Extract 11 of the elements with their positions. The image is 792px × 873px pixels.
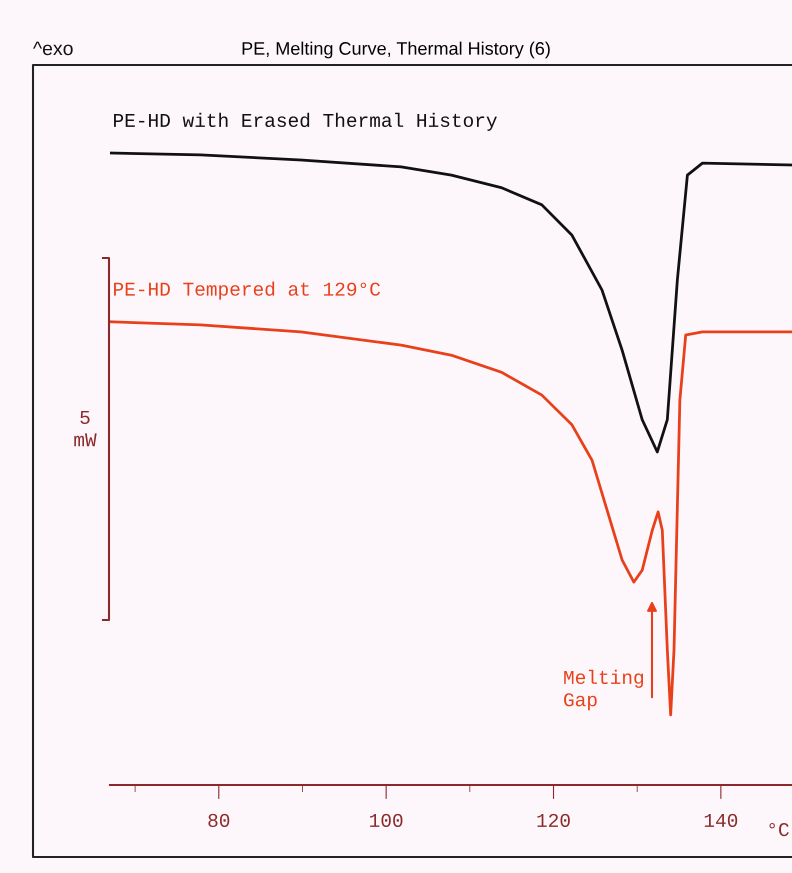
- text: 5 mW: [74, 411, 97, 446]
- x-tick-label: 80: [208, 814, 230, 828]
- series-label: PE-HD with Erased Thermal History: [114, 112, 497, 131]
- text: ^exo: [33, 42, 73, 56]
- annotation: Melting Gap: [564, 670, 644, 710]
- x-axis-title: °C: [769, 823, 789, 836]
- x-tick-label: 140: [704, 814, 738, 828]
- x-tick-label: 100: [370, 814, 402, 828]
- x-tick-label: 120: [537, 814, 570, 828]
- chart-title: PE, Melting Curve, Thermal History (6): [242, 42, 550, 58]
- series-label: PE-HD Tempered at 129°C: [114, 282, 380, 300]
